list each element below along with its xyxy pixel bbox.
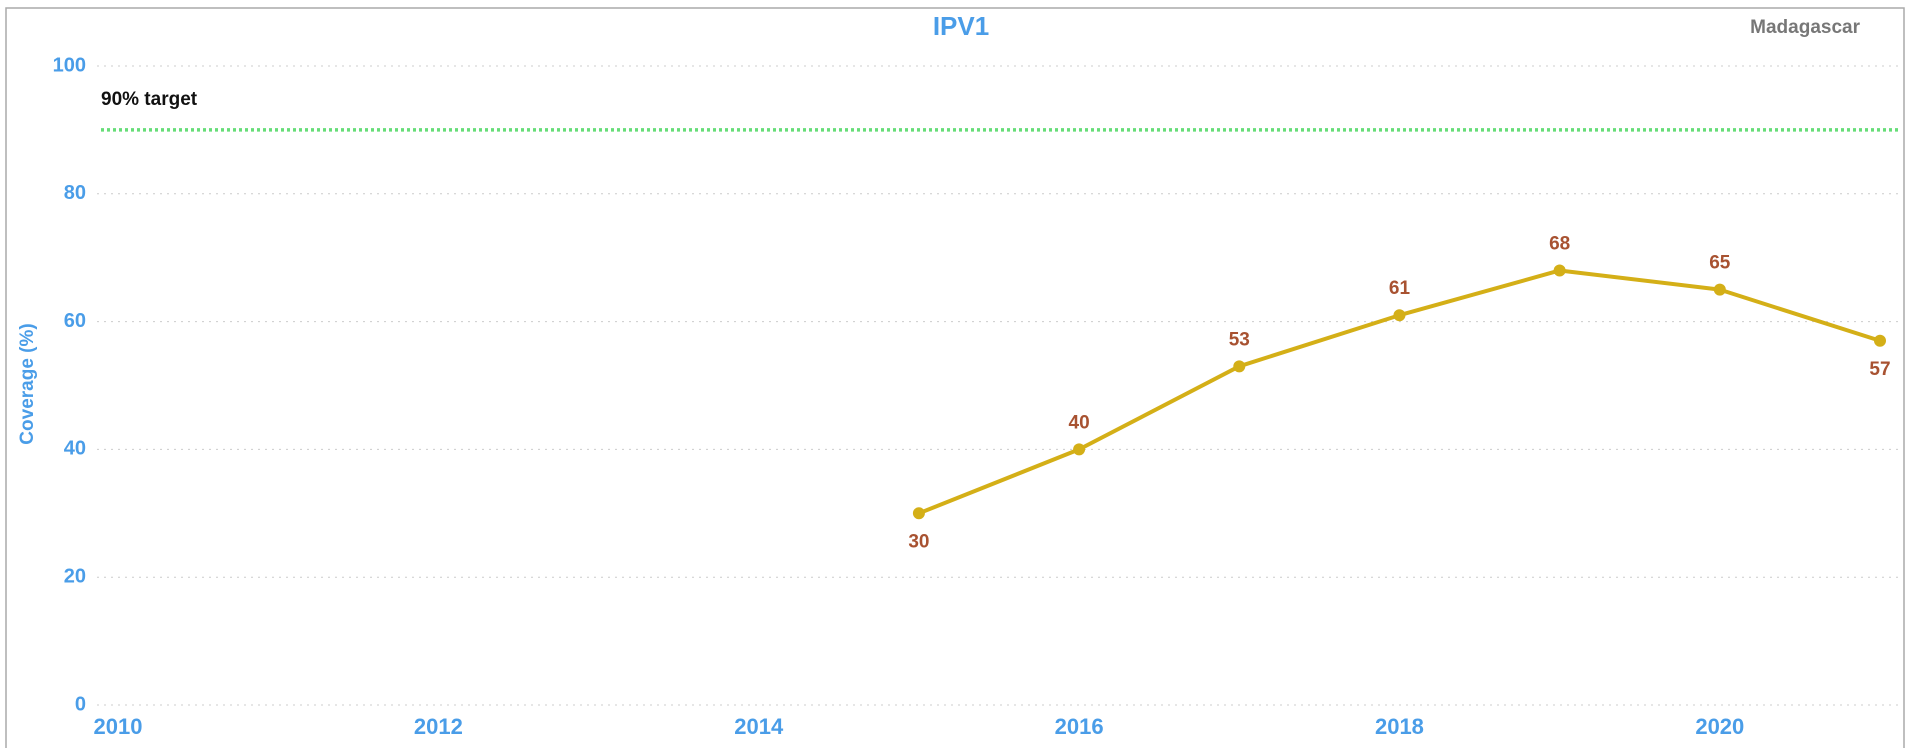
data-point: [1874, 334, 1886, 347]
data-label: 40: [1069, 412, 1090, 433]
y-tick-label: 40: [64, 438, 86, 460]
y-tick-label: 100: [53, 54, 86, 76]
x-tick-label: 2018: [1375, 714, 1424, 739]
data-point: [1393, 309, 1406, 322]
data-label: 68: [1549, 233, 1570, 254]
data-label: 30: [908, 531, 929, 552]
target-label: 90% target: [101, 89, 198, 110]
frame: [5, 7, 1905, 748]
x-tick-label: 2020: [1695, 714, 1744, 739]
y-tick-label: 0: [75, 693, 86, 715]
data-label: 57: [1869, 359, 1890, 380]
data-point: [912, 507, 925, 520]
y-axis-label: Coverage (%): [17, 323, 38, 444]
x-tick-label: 2014: [734, 714, 784, 739]
data-label: 65: [1709, 253, 1731, 274]
x-tick-label: 2012: [414, 714, 463, 739]
x-tick-label: 2016: [1055, 714, 1104, 739]
series-line: [918, 268, 1881, 516]
y-tick-label: 20: [64, 565, 86, 587]
y-tick-label: 80: [64, 182, 86, 204]
data-label: 61: [1389, 278, 1411, 299]
data-point: [1233, 360, 1246, 373]
chart-title: IPV1: [933, 11, 989, 41]
chart-subtitle: Madagascar: [1750, 17, 1860, 38]
x-tick-label: 2010: [94, 714, 143, 739]
data-point: [1713, 283, 1726, 296]
data-label: 53: [1229, 329, 1250, 350]
data-point: [1553, 264, 1566, 277]
y-tick-label: 60: [64, 310, 86, 332]
data-point: [1073, 443, 1086, 456]
